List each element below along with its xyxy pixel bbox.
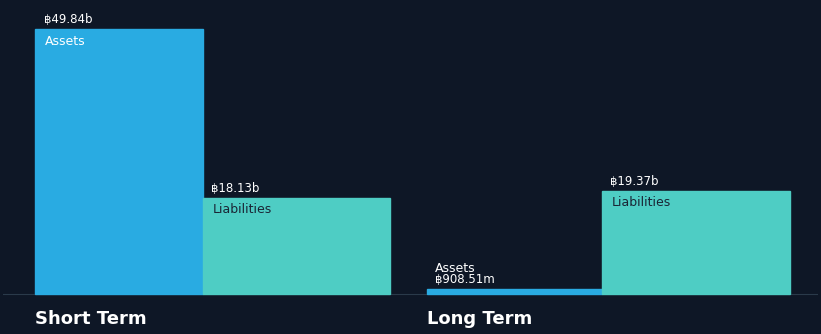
Text: Long Term: Long Term	[427, 310, 532, 328]
Text: ฿49.84b: ฿49.84b	[44, 13, 92, 26]
Bar	[427, 289, 602, 294]
Bar	[602, 191, 790, 294]
Text: Assets: Assets	[435, 262, 475, 275]
Text: ฿18.13b: ฿18.13b	[211, 182, 259, 195]
Text: Assets: Assets	[45, 34, 86, 47]
Bar	[35, 29, 203, 294]
Text: Short Term: Short Term	[35, 310, 147, 328]
Text: ฿908.51m: ฿908.51m	[435, 273, 495, 286]
Text: Liabilities: Liabilities	[612, 196, 671, 209]
Text: Liabilities: Liabilities	[213, 203, 272, 216]
Text: ฿19.37b: ฿19.37b	[610, 175, 658, 188]
Bar	[203, 198, 390, 294]
